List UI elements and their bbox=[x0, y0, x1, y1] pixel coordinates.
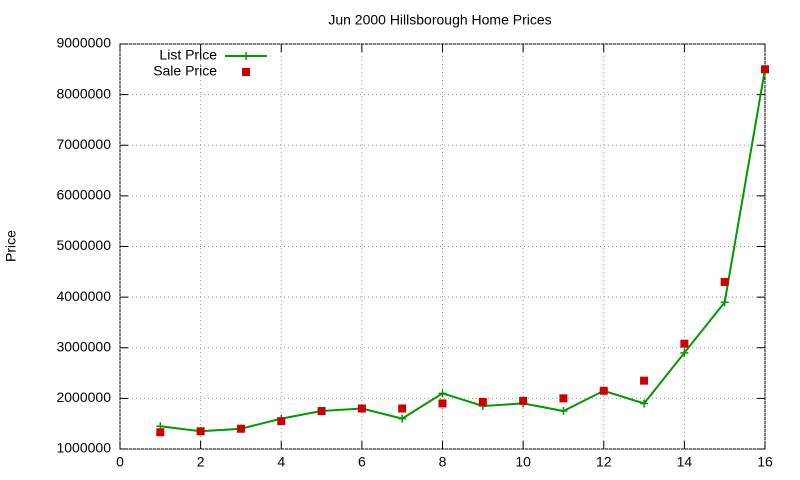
chart-title: Jun 2000 Hillsborough Home Prices bbox=[328, 12, 551, 28]
data-point bbox=[680, 348, 689, 357]
data-point bbox=[519, 396, 528, 405]
data-point bbox=[761, 65, 769, 74]
legend-label: List Price bbox=[159, 47, 217, 63]
x-tick-label: 10 bbox=[515, 454, 531, 470]
data-point bbox=[478, 397, 487, 406]
y-tick-label: 9000000 bbox=[56, 35, 111, 51]
x-tick-label: 14 bbox=[677, 454, 693, 470]
data-point bbox=[559, 394, 568, 403]
data-point bbox=[398, 404, 407, 413]
data-point bbox=[277, 417, 286, 426]
legend-label: Sale Price bbox=[153, 63, 217, 79]
y-tick-label: 7000000 bbox=[56, 136, 111, 152]
data-point bbox=[196, 427, 205, 436]
series-line bbox=[160, 69, 766, 433]
y-tick-label: 2000000 bbox=[56, 389, 111, 405]
x-tick-label: 6 bbox=[358, 454, 366, 470]
data-point bbox=[317, 407, 326, 416]
x-tick-label: 0 bbox=[116, 454, 124, 470]
data-point bbox=[236, 424, 245, 433]
x-tick-label: 2 bbox=[197, 454, 205, 470]
y-axis-label: Price bbox=[3, 230, 19, 262]
legend-marker bbox=[242, 52, 250, 60]
data-point bbox=[640, 399, 649, 408]
y-tick-label: 5000000 bbox=[56, 237, 111, 253]
data-point bbox=[156, 428, 165, 437]
y-tick-label: 8000000 bbox=[56, 85, 111, 101]
data-point bbox=[398, 414, 407, 423]
x-tick-label: 16 bbox=[757, 454, 773, 470]
data-point bbox=[357, 404, 366, 413]
x-tick-label: 12 bbox=[596, 454, 612, 470]
data-point bbox=[720, 298, 729, 307]
data-point bbox=[599, 386, 608, 395]
data-point bbox=[720, 277, 729, 286]
y-tick-label: 4000000 bbox=[56, 288, 111, 304]
x-tick-label: 4 bbox=[277, 454, 285, 470]
data-point bbox=[680, 339, 689, 348]
y-tick-label: 3000000 bbox=[56, 338, 111, 354]
y-tick-label: 1000000 bbox=[56, 440, 111, 456]
data-point bbox=[438, 399, 447, 408]
x-tick-label: 8 bbox=[439, 454, 447, 470]
data-point bbox=[640, 376, 649, 385]
y-tick-label: 6000000 bbox=[56, 187, 111, 203]
data-point bbox=[438, 389, 447, 398]
data-point bbox=[559, 407, 568, 416]
legend-marker bbox=[242, 68, 250, 76]
